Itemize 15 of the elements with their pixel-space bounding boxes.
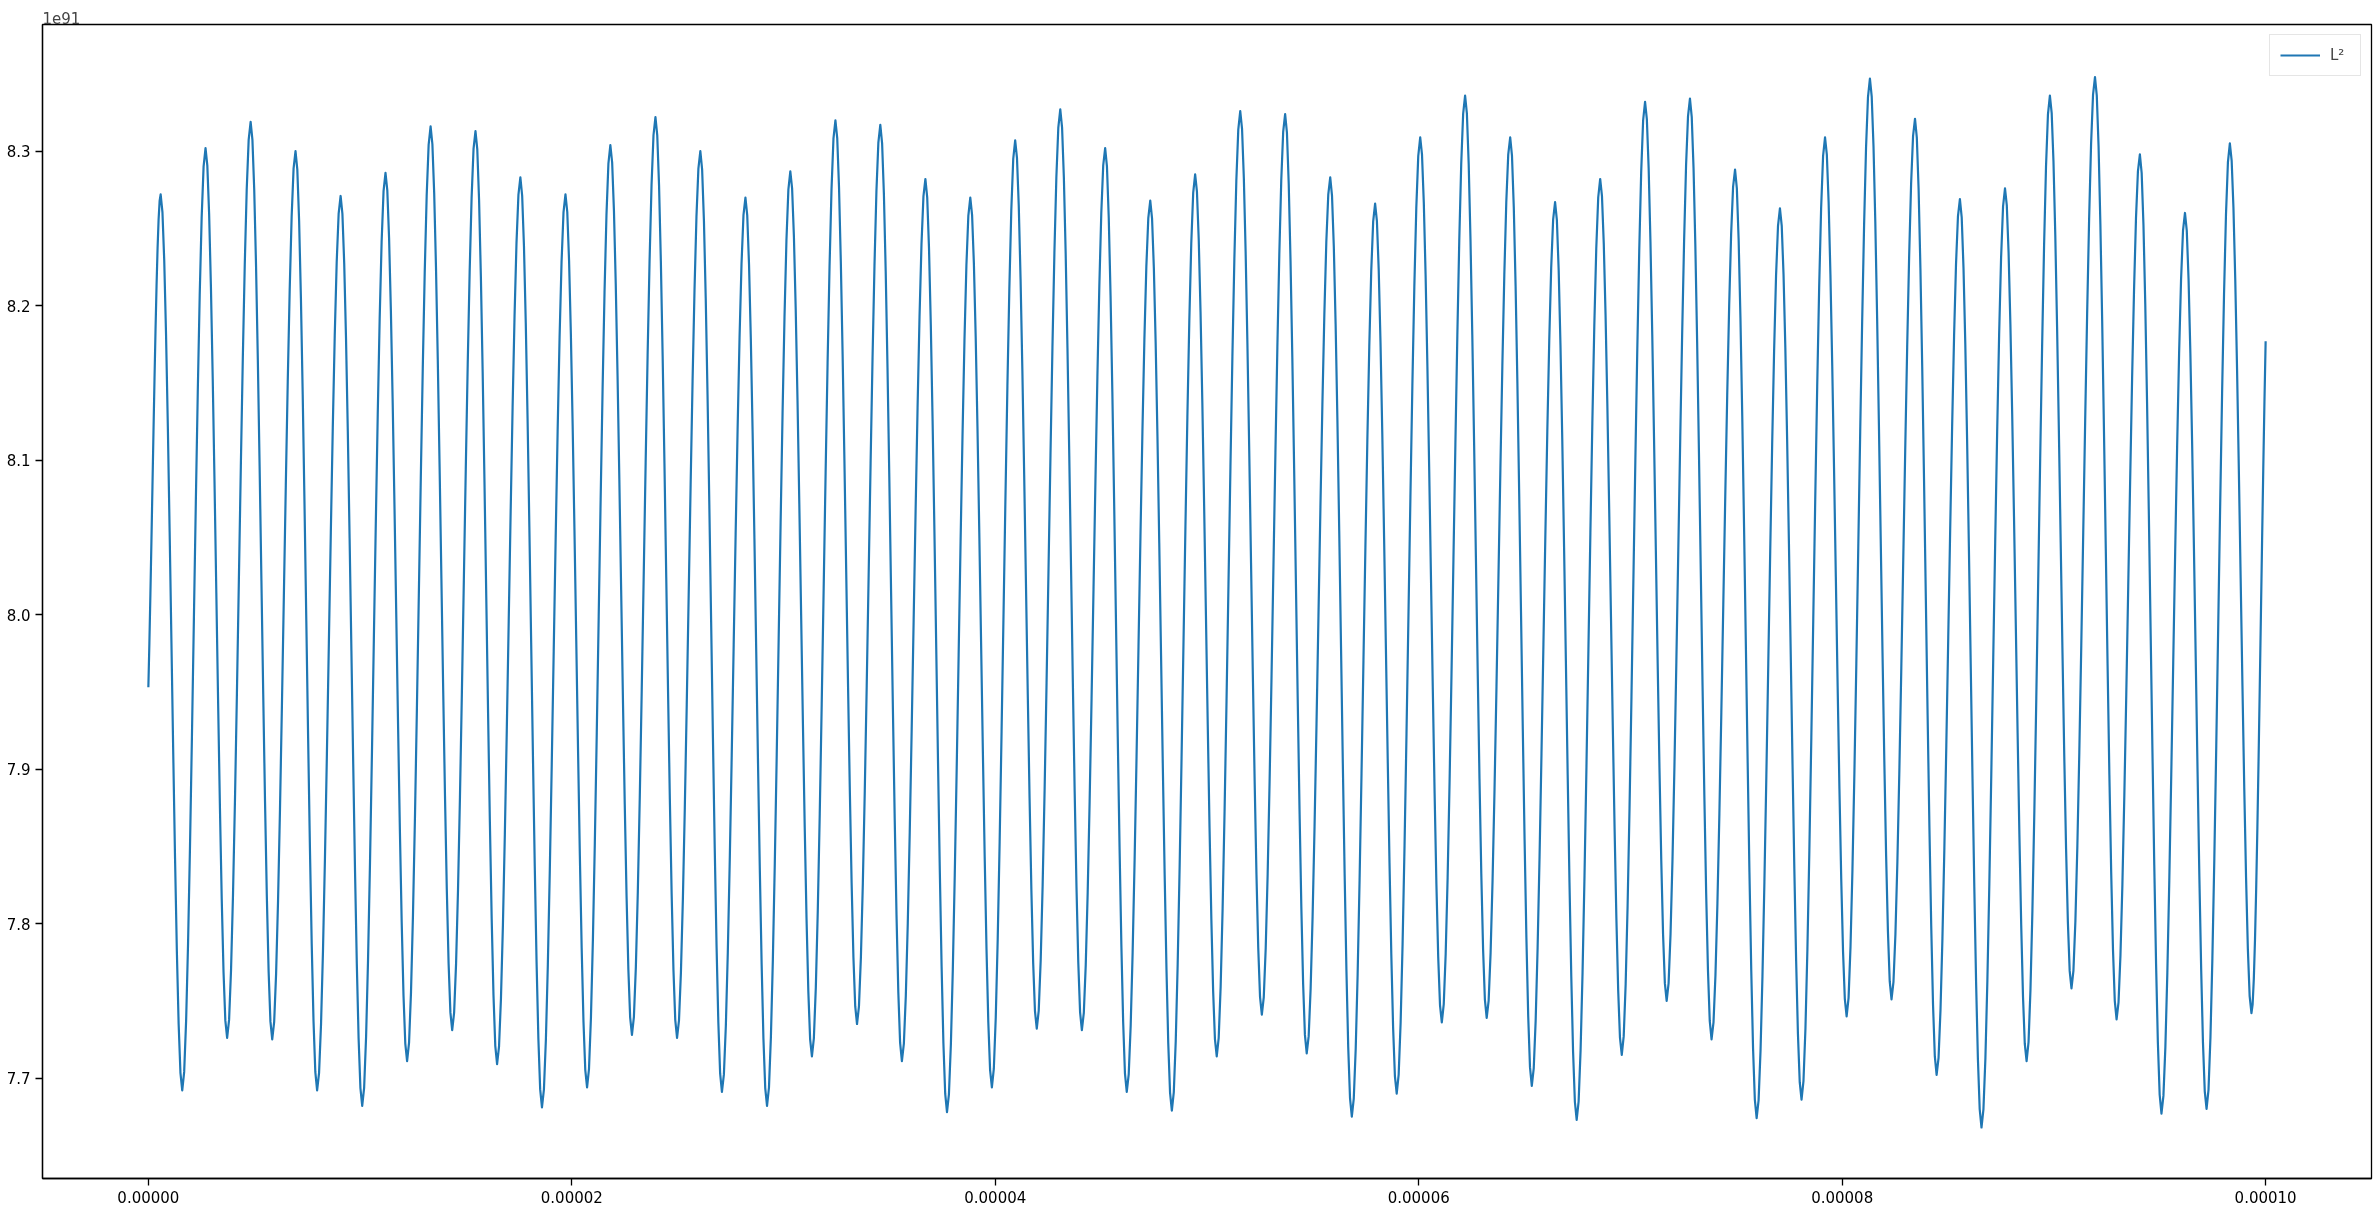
x-tick-label: 0.00006 — [1387, 1188, 1450, 1207]
y-tick-label: 8.3 — [6, 143, 31, 162]
y-tick-label: 7.7 — [6, 1070, 31, 1089]
y-tick-label: 8.2 — [6, 297, 31, 316]
legend-label: L² — [2330, 45, 2346, 65]
x-tick-label: 0.00008 — [1811, 1188, 1874, 1207]
x-tick-label: 0.00010 — [2234, 1188, 2297, 1207]
y-tick-label: 8.1 — [6, 452, 31, 471]
x-tick-label: 0.00002 — [540, 1188, 603, 1207]
x-tick-label: 0.00000 — [117, 1188, 180, 1207]
annotation: 1e91 — [42, 9, 81, 28]
x-tick-label: 0.00004 — [964, 1188, 1027, 1207]
y-tick-label: 7.8 — [6, 915, 31, 934]
y-tick-label: 7.9 — [6, 761, 31, 780]
y-tick-label: 8.0 — [6, 606, 31, 625]
